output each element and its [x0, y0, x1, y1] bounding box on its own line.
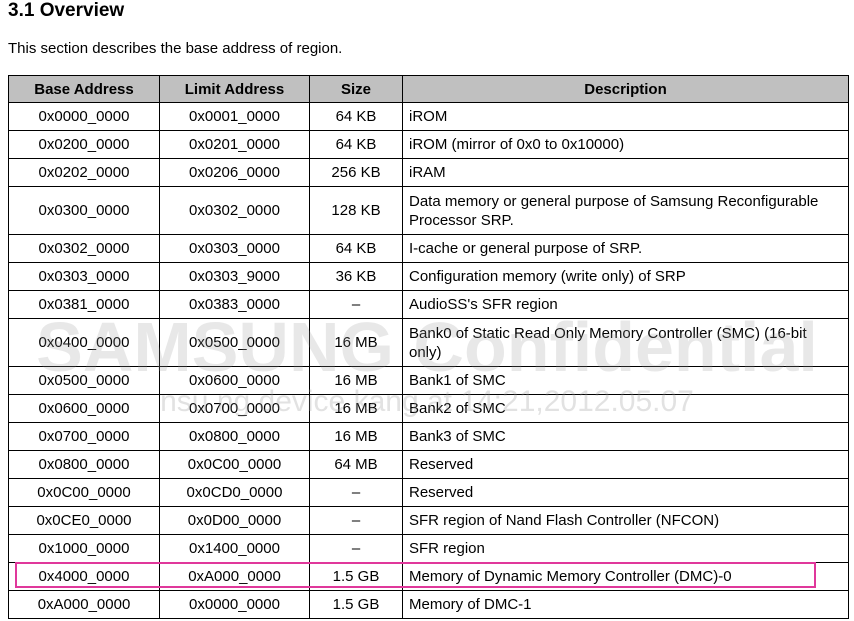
address-map-table: Base Address Limit Address Size Descript…: [8, 75, 849, 619]
cell-description: Reserved: [402, 478, 849, 507]
cell-limit-address: 0x0001_0000: [159, 102, 310, 131]
cell-base-address: 0x0700_0000: [8, 422, 160, 451]
cell-limit-address: 0x0000_0000: [159, 590, 310, 619]
cell-size: –: [309, 506, 403, 535]
table-row-highlighted: 0x4000_0000 0xA000_0000 1.5 GB Memory of…: [8, 562, 849, 591]
cell-size: –: [309, 478, 403, 507]
table-header-row: Base Address Limit Address Size Descript…: [8, 75, 849, 103]
cell-description: AudioSS's SFR region: [402, 290, 849, 319]
cell-base-address: 0x0CE0_0000: [8, 506, 160, 535]
cell-size: 256 KB: [309, 158, 403, 187]
cell-limit-address: 0x0800_0000: [159, 422, 310, 451]
table-row: 0x0200_0000 0x0201_0000 64 KB iROM (mirr…: [8, 130, 849, 159]
table-row: 0x1000_0000 0x1400_0000 – SFR region: [8, 534, 849, 563]
cell-size: 128 KB: [309, 186, 403, 235]
cell-size: 16 MB: [309, 422, 403, 451]
cell-base-address: 0x0000_0000: [8, 102, 160, 131]
cell-description: SFR region: [402, 534, 849, 563]
cell-limit-address: 0x0600_0000: [159, 366, 310, 395]
cell-base-address: 0x0C00_0000: [8, 478, 160, 507]
cell-description: iRAM: [402, 158, 849, 187]
cell-description: Reserved: [402, 450, 849, 479]
cell-base-address: 0x0381_0000: [8, 290, 160, 319]
cell-limit-address: 0x1400_0000: [159, 534, 310, 563]
cell-size: 16 MB: [309, 394, 403, 423]
cell-description: Memory of DMC-1: [402, 590, 849, 619]
cell-base-address: 0x0400_0000: [8, 318, 160, 367]
cell-size: 64 KB: [309, 234, 403, 263]
cell-base-address: 0x0500_0000: [8, 366, 160, 395]
cell-description: iROM: [402, 102, 849, 131]
cell-size: 16 MB: [309, 318, 403, 367]
cell-limit-address: 0x0206_0000: [159, 158, 310, 187]
header-description: Description: [402, 75, 849, 103]
cell-description: Data memory or general purpose of Samsun…: [402, 186, 849, 235]
cell-limit-address: 0x0C00_0000: [159, 450, 310, 479]
cell-description: Bank0 of Static Read Only Memory Control…: [402, 318, 849, 367]
table-row: 0x0500_0000 0x0600_0000 16 MB Bank1 of S…: [8, 366, 849, 395]
section-intro: This section describes the base address …: [8, 40, 343, 57]
cell-limit-address: 0x0700_0000: [159, 394, 310, 423]
table-row: 0x0700_0000 0x0800_0000 16 MB Bank3 of S…: [8, 422, 849, 451]
cell-limit-address: 0x0CD0_0000: [159, 478, 310, 507]
header-size: Size: [309, 75, 403, 103]
table-row: 0x0800_0000 0x0C00_0000 64 MB Reserved: [8, 450, 849, 479]
section-heading: 3.1 Overview: [8, 0, 125, 21]
cell-limit-address: 0x0383_0000: [159, 290, 310, 319]
table-row: 0x0400_0000 0x0500_0000 16 MB Bank0 of S…: [8, 318, 849, 367]
cell-limit-address: 0x0D00_0000: [159, 506, 310, 535]
cell-limit-address: 0x0303_9000: [159, 262, 310, 291]
cell-size: 36 KB: [309, 262, 403, 291]
header-limit-address: Limit Address: [159, 75, 310, 103]
cell-size: 1.5 GB: [309, 562, 403, 591]
cell-size: 64 KB: [309, 130, 403, 159]
cell-base-address: 0x0302_0000: [8, 234, 160, 263]
cell-size: 16 MB: [309, 366, 403, 395]
cell-size: 64 MB: [309, 450, 403, 479]
table-row: 0x0CE0_0000 0x0D00_0000 – SFR region of …: [8, 506, 849, 535]
table-row: 0x0000_0000 0x0001_0000 64 KB iROM: [8, 102, 849, 131]
cell-base-address: 0x0200_0000: [8, 130, 160, 159]
cell-description: SFR region of Nand Flash Controller (NFC…: [402, 506, 849, 535]
cell-base-address: 0xA000_0000: [8, 590, 160, 619]
cell-limit-address: 0x0201_0000: [159, 130, 310, 159]
cell-description: Memory of Dynamic Memory Controller (DMC…: [402, 562, 849, 591]
cell-size: –: [309, 290, 403, 319]
table-row: 0x0202_0000 0x0206_0000 256 KB iRAM: [8, 158, 849, 187]
cell-description: I-cache or general purpose of SRP.: [402, 234, 849, 263]
table-row: 0x0C00_0000 0x0CD0_0000 – Reserved: [8, 478, 849, 507]
table-row: 0x0300_0000 0x0302_0000 128 KB Data memo…: [8, 186, 849, 235]
cell-limit-address: 0xA000_0000: [159, 562, 310, 591]
table-row: 0x0303_0000 0x0303_9000 36 KB Configurat…: [8, 262, 849, 291]
table-row: 0x0600_0000 0x0700_0000 16 MB Bank2 of S…: [8, 394, 849, 423]
cell-size: 1.5 GB: [309, 590, 403, 619]
cell-base-address: 0x0600_0000: [8, 394, 160, 423]
header-base-address: Base Address: [8, 75, 160, 103]
table-row: 0x0302_0000 0x0303_0000 64 KB I-cache or…: [8, 234, 849, 263]
cell-description: Bank2 of SMC: [402, 394, 849, 423]
cell-base-address: 0x0303_0000: [8, 262, 160, 291]
cell-description: Bank3 of SMC: [402, 422, 849, 451]
cell-size: –: [309, 534, 403, 563]
cell-limit-address: 0x0302_0000: [159, 186, 310, 235]
cell-limit-address: 0x0303_0000: [159, 234, 310, 263]
cell-base-address: 0x0202_0000: [8, 158, 160, 187]
cell-base-address: 0x0800_0000: [8, 450, 160, 479]
cell-base-address: 0x0300_0000: [8, 186, 160, 235]
cell-base-address: 0x1000_0000: [8, 534, 160, 563]
cell-description: Bank1 of SMC: [402, 366, 849, 395]
cell-description: iROM (mirror of 0x0 to 0x10000): [402, 130, 849, 159]
table-row: 0xA000_0000 0x0000_0000 1.5 GB Memory of…: [8, 590, 849, 619]
cell-description: Configuration memory (write only) of SRP: [402, 262, 849, 291]
cell-size: 64 KB: [309, 102, 403, 131]
cell-limit-address: 0x0500_0000: [159, 318, 310, 367]
table-row: 0x0381_0000 0x0383_0000 – AudioSS's SFR …: [8, 290, 849, 319]
cell-base-address: 0x4000_0000: [8, 562, 160, 591]
